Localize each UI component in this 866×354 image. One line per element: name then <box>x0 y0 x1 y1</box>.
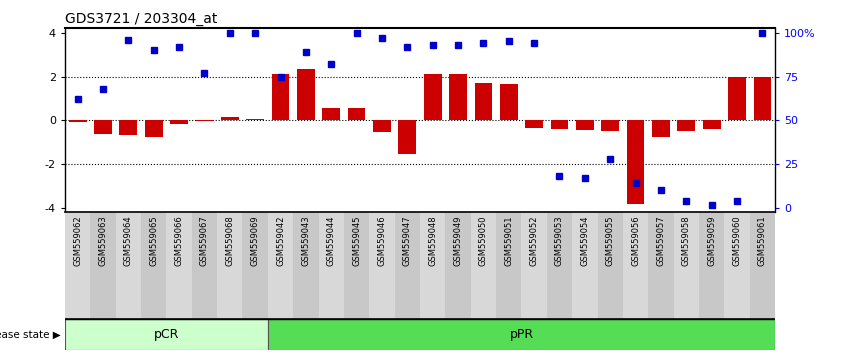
Bar <box>272 74 289 120</box>
Bar <box>369 212 395 319</box>
Bar <box>171 120 188 124</box>
Text: GSM559060: GSM559060 <box>733 216 741 266</box>
Text: GSM559064: GSM559064 <box>124 216 132 266</box>
Bar <box>65 212 90 319</box>
Text: GSM559063: GSM559063 <box>99 216 107 266</box>
Bar <box>449 74 467 120</box>
Bar <box>141 212 166 319</box>
Text: pCR: pCR <box>153 328 179 341</box>
Bar <box>221 117 239 120</box>
Bar <box>674 212 699 319</box>
Bar <box>65 319 268 350</box>
Text: GSM559045: GSM559045 <box>352 216 361 266</box>
Bar <box>398 120 417 154</box>
Text: pPR: pPR <box>509 328 533 341</box>
Bar <box>420 212 445 319</box>
Bar <box>191 212 217 319</box>
Bar <box>652 120 669 137</box>
Text: GSM559052: GSM559052 <box>530 216 539 266</box>
Bar <box>724 212 750 319</box>
Bar <box>166 212 191 319</box>
Bar <box>120 120 137 135</box>
Text: GSM559068: GSM559068 <box>225 216 235 266</box>
Text: GSM559055: GSM559055 <box>605 216 615 266</box>
Bar <box>322 108 340 120</box>
Bar <box>423 74 442 120</box>
Bar <box>551 120 568 129</box>
Bar <box>500 84 518 120</box>
Text: GSM559046: GSM559046 <box>378 216 386 266</box>
Bar <box>576 120 594 130</box>
Bar <box>601 120 619 131</box>
Bar <box>471 212 496 319</box>
Bar <box>348 108 365 120</box>
Bar <box>90 212 116 319</box>
Bar <box>521 212 546 319</box>
Bar <box>750 212 775 319</box>
Bar <box>395 212 420 319</box>
Bar <box>728 76 746 120</box>
Text: GSM559043: GSM559043 <box>301 216 310 266</box>
Text: GSM559062: GSM559062 <box>73 216 82 266</box>
Bar <box>268 319 775 350</box>
Bar <box>217 212 242 319</box>
Text: GSM559057: GSM559057 <box>656 216 665 266</box>
Text: GSM559067: GSM559067 <box>200 216 209 266</box>
Bar <box>475 83 492 120</box>
Text: GSM559053: GSM559053 <box>555 216 564 266</box>
Text: GDS3721 / 203304_at: GDS3721 / 203304_at <box>65 12 217 26</box>
Text: GSM559058: GSM559058 <box>682 216 691 266</box>
Text: disease state ▶: disease state ▶ <box>0 330 61 339</box>
Bar <box>699 212 724 319</box>
Text: GSM559059: GSM559059 <box>708 216 716 266</box>
Text: GSM559049: GSM559049 <box>454 216 462 266</box>
Text: GSM559050: GSM559050 <box>479 216 488 266</box>
Bar <box>344 212 369 319</box>
Bar <box>445 212 471 319</box>
Text: GSM559056: GSM559056 <box>631 216 640 266</box>
Text: GSM559054: GSM559054 <box>580 216 590 266</box>
Bar <box>649 212 674 319</box>
Text: GSM559042: GSM559042 <box>276 216 285 266</box>
Bar <box>242 212 268 319</box>
Bar <box>753 76 772 120</box>
Bar <box>546 212 572 319</box>
Bar <box>268 212 294 319</box>
Bar <box>145 120 163 137</box>
Bar <box>623 212 649 319</box>
Bar <box>94 120 112 133</box>
Bar <box>373 120 391 132</box>
Text: GSM559047: GSM559047 <box>403 216 412 266</box>
Bar <box>496 212 521 319</box>
Bar <box>196 120 213 121</box>
Bar <box>297 69 314 120</box>
Bar <box>246 119 264 120</box>
Text: GSM559061: GSM559061 <box>758 216 767 266</box>
Bar <box>572 212 598 319</box>
Bar <box>116 212 141 319</box>
Bar <box>703 120 721 129</box>
Text: GSM559048: GSM559048 <box>428 216 437 266</box>
Text: GSM559066: GSM559066 <box>175 216 184 266</box>
Bar <box>598 212 623 319</box>
Text: GSM559065: GSM559065 <box>149 216 158 266</box>
Bar <box>526 120 543 128</box>
Bar <box>68 120 87 122</box>
Bar <box>319 212 344 319</box>
Bar <box>294 212 319 319</box>
Text: GSM559069: GSM559069 <box>250 216 260 266</box>
Text: GSM559051: GSM559051 <box>504 216 514 266</box>
Bar <box>677 120 695 131</box>
Text: GSM559044: GSM559044 <box>326 216 336 266</box>
Bar <box>627 120 644 204</box>
